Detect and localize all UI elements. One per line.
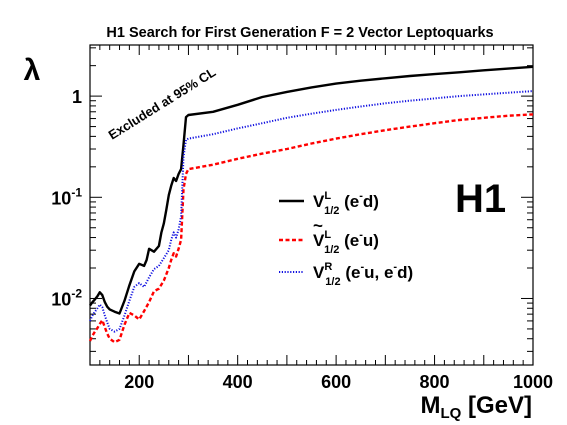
x-tick-label: 400	[223, 372, 253, 392]
legend-tilde: ~	[313, 216, 323, 235]
x-axis-title: MLQ [GeV]	[420, 392, 532, 422]
x-tick-label: 1000	[513, 372, 553, 392]
x-tick-label: 200	[124, 372, 154, 392]
legend-label-1: VL 1/2 (e-d)	[313, 190, 379, 217]
y-tick-label: 1	[72, 87, 82, 107]
y-axis-title: λ	[24, 54, 41, 87]
series-line-3	[89, 90, 534, 333]
chart-title: H1 Search for First Generation F = 2 Vec…	[106, 25, 493, 41]
x-axis-title-sub: LQ	[440, 405, 461, 422]
x-tick-label: 600	[321, 372, 351, 392]
axis-tick-labels: 200 400 600 800 1000 10-2 10-1 1	[51, 87, 553, 392]
legend-label-3: VR 1/2 (e-u, e-d)	[313, 261, 413, 288]
y-tick-label: 10-1	[51, 185, 82, 208]
plot-frame	[89, 44, 534, 366]
series-line-1	[89, 65, 534, 315]
x-axis-title-main: M	[420, 392, 440, 419]
series-layer	[88, 65, 534, 344]
series-line-2	[88, 113, 534, 344]
axis-ticks	[89, 45, 534, 365]
legend: VL 1/2 (e-d) VL 1/2 (e-u)~ VR 1/2 (e-u, e-d)	[279, 190, 413, 288]
y-tick-label: 10-2	[51, 286, 82, 309]
x-axis-title-unit: [GeV]	[461, 392, 532, 419]
legend-label-2: VL 1/2 (e-u)	[313, 229, 379, 256]
x-tick-label: 800	[420, 372, 450, 392]
h1-logo: H1	[455, 177, 506, 221]
